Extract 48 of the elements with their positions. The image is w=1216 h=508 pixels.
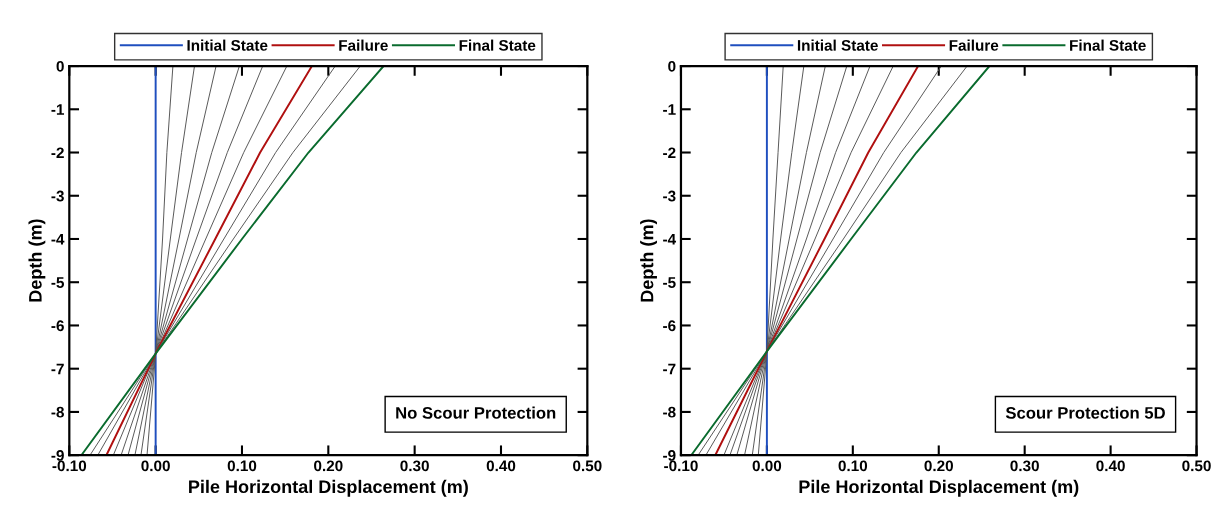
x-tick-label: 0.30 bbox=[1010, 460, 1039, 472]
y-axis-title: Depth (m) bbox=[640, 219, 657, 302]
y-tick-label: 0 bbox=[56, 60, 64, 72]
x-tick-label: 0.20 bbox=[314, 460, 343, 472]
x-tick-label: -0.10 bbox=[664, 460, 698, 472]
y-tick-label: -9 bbox=[51, 450, 64, 461]
x-tick-label: 0.50 bbox=[1182, 460, 1211, 472]
y-tick-label: -8 bbox=[663, 406, 676, 418]
annotation: No Scour Protection bbox=[396, 406, 556, 419]
x-tick-label: 0.40 bbox=[486, 460, 516, 472]
line-series bbox=[765, 66, 768, 456]
x-tick-label: 0.50 bbox=[573, 460, 602, 472]
line-series bbox=[154, 66, 157, 456]
x-axis-title: Pile Horizontal Displacement (m) bbox=[799, 479, 1079, 497]
y-tick-label: -2 bbox=[663, 147, 676, 159]
legend-label: Failure bbox=[339, 39, 388, 51]
x-axis-title: Pile Horizontal Displacement (m) bbox=[189, 479, 468, 497]
y-tick-label: -6 bbox=[51, 320, 64, 332]
y-tick-label: -8 bbox=[51, 406, 64, 418]
y-tick-label: -3 bbox=[51, 190, 64, 202]
y-axis-title: Depth (m) bbox=[28, 219, 46, 302]
y-tick-label: -5 bbox=[663, 277, 676, 288]
x-tick-label: 0.00 bbox=[752, 460, 782, 472]
y-tick-label: -7 bbox=[51, 363, 64, 375]
y-tick-label: 0 bbox=[668, 60, 676, 72]
y-tick-label: -1 bbox=[663, 104, 676, 115]
y-tick-label: -1 bbox=[51, 104, 65, 115]
x-tick-label: 0.40 bbox=[1096, 460, 1125, 472]
legend-label: Final State bbox=[459, 39, 536, 51]
legend-label: Final State bbox=[1070, 39, 1146, 51]
y-tick-label: -7 bbox=[663, 363, 676, 375]
y-tick-label: -9 bbox=[663, 450, 676, 461]
y-tick-label: -2 bbox=[51, 147, 64, 159]
legend-label: Failure bbox=[949, 39, 999, 51]
x-tick-label: 0.30 bbox=[400, 460, 429, 472]
legend-label: Initial State bbox=[187, 39, 268, 51]
y-tick-label: -6 bbox=[663, 320, 676, 332]
x-tick-label: 0.10 bbox=[227, 460, 257, 472]
x-tick-label: 0.10 bbox=[838, 460, 868, 472]
y-tick-label: -4 bbox=[51, 234, 65, 245]
x-tick-label: 0.20 bbox=[924, 460, 953, 472]
y-tick-label: -5 bbox=[51, 277, 65, 288]
y-tick-label: -3 bbox=[663, 190, 676, 202]
x-tick-label: -0.10 bbox=[52, 460, 87, 472]
legend-label: Initial State bbox=[797, 39, 878, 51]
annotation: Scour Protection 5D bbox=[1005, 406, 1165, 419]
y-tick-label: -4 bbox=[663, 234, 677, 245]
x-tick-label: 0.00 bbox=[141, 460, 170, 472]
